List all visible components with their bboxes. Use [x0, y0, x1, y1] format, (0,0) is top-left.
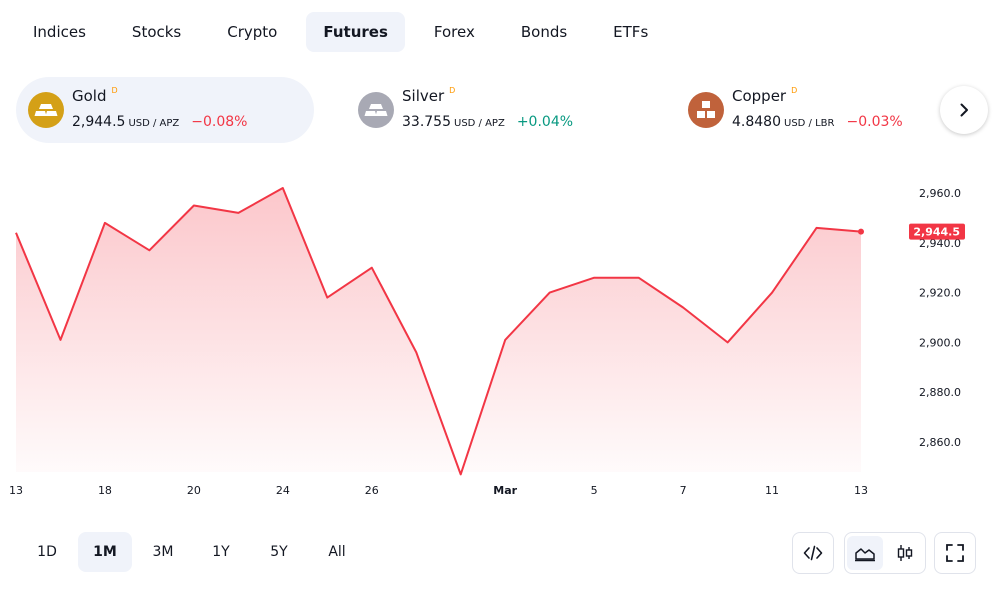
embed-code-icon: [803, 545, 823, 561]
instrument-change: −0.08%: [191, 114, 248, 130]
y-tick-label: 2,920.0: [919, 287, 961, 300]
candlestick-icon: [897, 545, 913, 561]
chart-style-toggle: [844, 532, 926, 574]
data-point: [325, 296, 329, 300]
candle-style-button[interactable]: [887, 536, 923, 570]
instrument-price: 33.755: [402, 114, 451, 130]
range-3m[interactable]: 3M: [152, 544, 174, 560]
data-point: [147, 248, 151, 252]
instrument-card-silver[interactable]: Silver D 33.755 USD / APZ +0.04%: [346, 77, 644, 143]
fullscreen-button[interactable]: [934, 532, 976, 574]
instrument-price: 4.8480: [732, 114, 781, 130]
instrument-name: Gold D: [72, 86, 118, 105]
x-tick-label: 5: [591, 484, 598, 497]
area-chart-icon: [855, 548, 875, 562]
instrument-price: 2,944.5: [72, 114, 126, 130]
data-point: [503, 338, 507, 342]
data-point: [281, 186, 285, 190]
tab-stocks[interactable]: Stocks: [131, 23, 182, 41]
instrument-name-text: Gold: [72, 87, 107, 105]
instrument-quote: 4.8480 USD / LBR −0.03%: [732, 114, 903, 130]
data-point: [414, 350, 418, 354]
silver-bars-icon: [358, 92, 394, 128]
y-tick-label: 2,860.0: [919, 436, 961, 449]
data-point: [459, 472, 463, 476]
range-5y[interactable]: 5Y: [270, 544, 288, 560]
instrument-quote: 33.755 USD / APZ +0.04%: [402, 114, 573, 130]
data-point: [770, 291, 774, 295]
instrument-unit: USD / APZ: [454, 118, 505, 129]
instrument-name: Silver D: [402, 86, 456, 105]
data-point: [637, 276, 641, 280]
data-point: [58, 338, 62, 342]
data-point: [236, 211, 240, 215]
fullscreen-icon: [946, 544, 964, 562]
x-tick-label: 11: [765, 484, 779, 497]
x-tick-label: 24: [276, 484, 290, 497]
tab-indices[interactable]: Indices: [33, 23, 86, 41]
delayed-flag: D: [111, 86, 118, 95]
market-tabs: Indices Stocks Crypto Futures Forex Bond…: [16, 12, 677, 52]
delayed-flag: D: [791, 86, 798, 95]
data-point: [14, 231, 18, 235]
x-tick-label: 20: [187, 484, 201, 497]
instrument-unit: USD / APZ: [128, 118, 180, 129]
x-tick-label: Mar: [493, 484, 517, 497]
y-tick-label: 2,880.0: [919, 386, 961, 399]
instrument-change: +0.04%: [516, 114, 574, 130]
instrument-quote: 2,944.5 USD / APZ −0.08%: [72, 114, 247, 130]
instrument-name: Copper D: [732, 86, 798, 105]
tab-crypto[interactable]: Crypto: [227, 23, 278, 41]
chevron-right-icon: [960, 103, 968, 117]
data-point: [592, 276, 596, 280]
x-tick-label: 13: [9, 484, 23, 497]
x-tick-label: 7: [680, 484, 687, 497]
instrument-name-text: Silver: [402, 87, 445, 105]
x-tick-label: 26: [365, 484, 379, 497]
data-point: [726, 340, 730, 344]
last-price-label: 2,944.5: [913, 226, 960, 239]
delayed-flag: D: [449, 86, 456, 95]
range-1y[interactable]: 1Y: [212, 544, 230, 560]
tab-etfs[interactable]: ETFs: [613, 23, 649, 41]
time-range-selector: 1D 1M 3M 1Y 5Y All: [20, 532, 368, 572]
last-price-badge: [909, 223, 965, 240]
data-point: [370, 266, 374, 270]
x-tick-label: 18: [98, 484, 112, 497]
instrument-name-text: Copper: [732, 87, 787, 105]
tab-bonds[interactable]: Bonds: [520, 23, 568, 41]
data-point: [192, 203, 196, 207]
instrument-change: −0.03%: [846, 114, 903, 130]
data-point: [548, 291, 552, 295]
gold-bars-icon: [28, 92, 64, 128]
instrument-card-copper[interactable]: Copper D 4.8480 USD / LBR −0.03%: [676, 77, 926, 143]
tab-futures[interactable]: Futures: [306, 12, 405, 52]
y-tick-label: 2,940.0: [919, 237, 961, 250]
instrument-unit: USD / LBR: [784, 118, 835, 129]
range-all[interactable]: All: [328, 544, 346, 560]
last-price-marker: [858, 228, 864, 235]
price-series-line: [15, 187, 862, 476]
data-point: [103, 221, 107, 225]
instrument-card-gold[interactable]: Gold D 2,944.5 USD / APZ −0.08%: [16, 77, 314, 143]
next-instruments-button[interactable]: [940, 86, 988, 134]
range-1m[interactable]: 1M: [78, 532, 132, 572]
range-1d[interactable]: 1D: [37, 544, 57, 560]
embed-button[interactable]: [792, 532, 834, 574]
price-area-fill: [16, 188, 861, 475]
tab-forex[interactable]: Forex: [433, 23, 475, 41]
y-tick-label: 2,900.0: [919, 336, 961, 349]
x-tick-label: 13: [854, 484, 868, 497]
copper-blocks-icon: [688, 92, 724, 128]
data-point: [681, 306, 685, 310]
area-style-button[interactable]: [847, 536, 883, 570]
data-point: [815, 226, 819, 230]
y-tick-label: 2,960.0: [919, 187, 961, 200]
price-chart[interactable]: 2,960.0 2,940.0 2,920.0 2,900.0 2,880.0 2,860…: [0, 160, 1001, 500]
